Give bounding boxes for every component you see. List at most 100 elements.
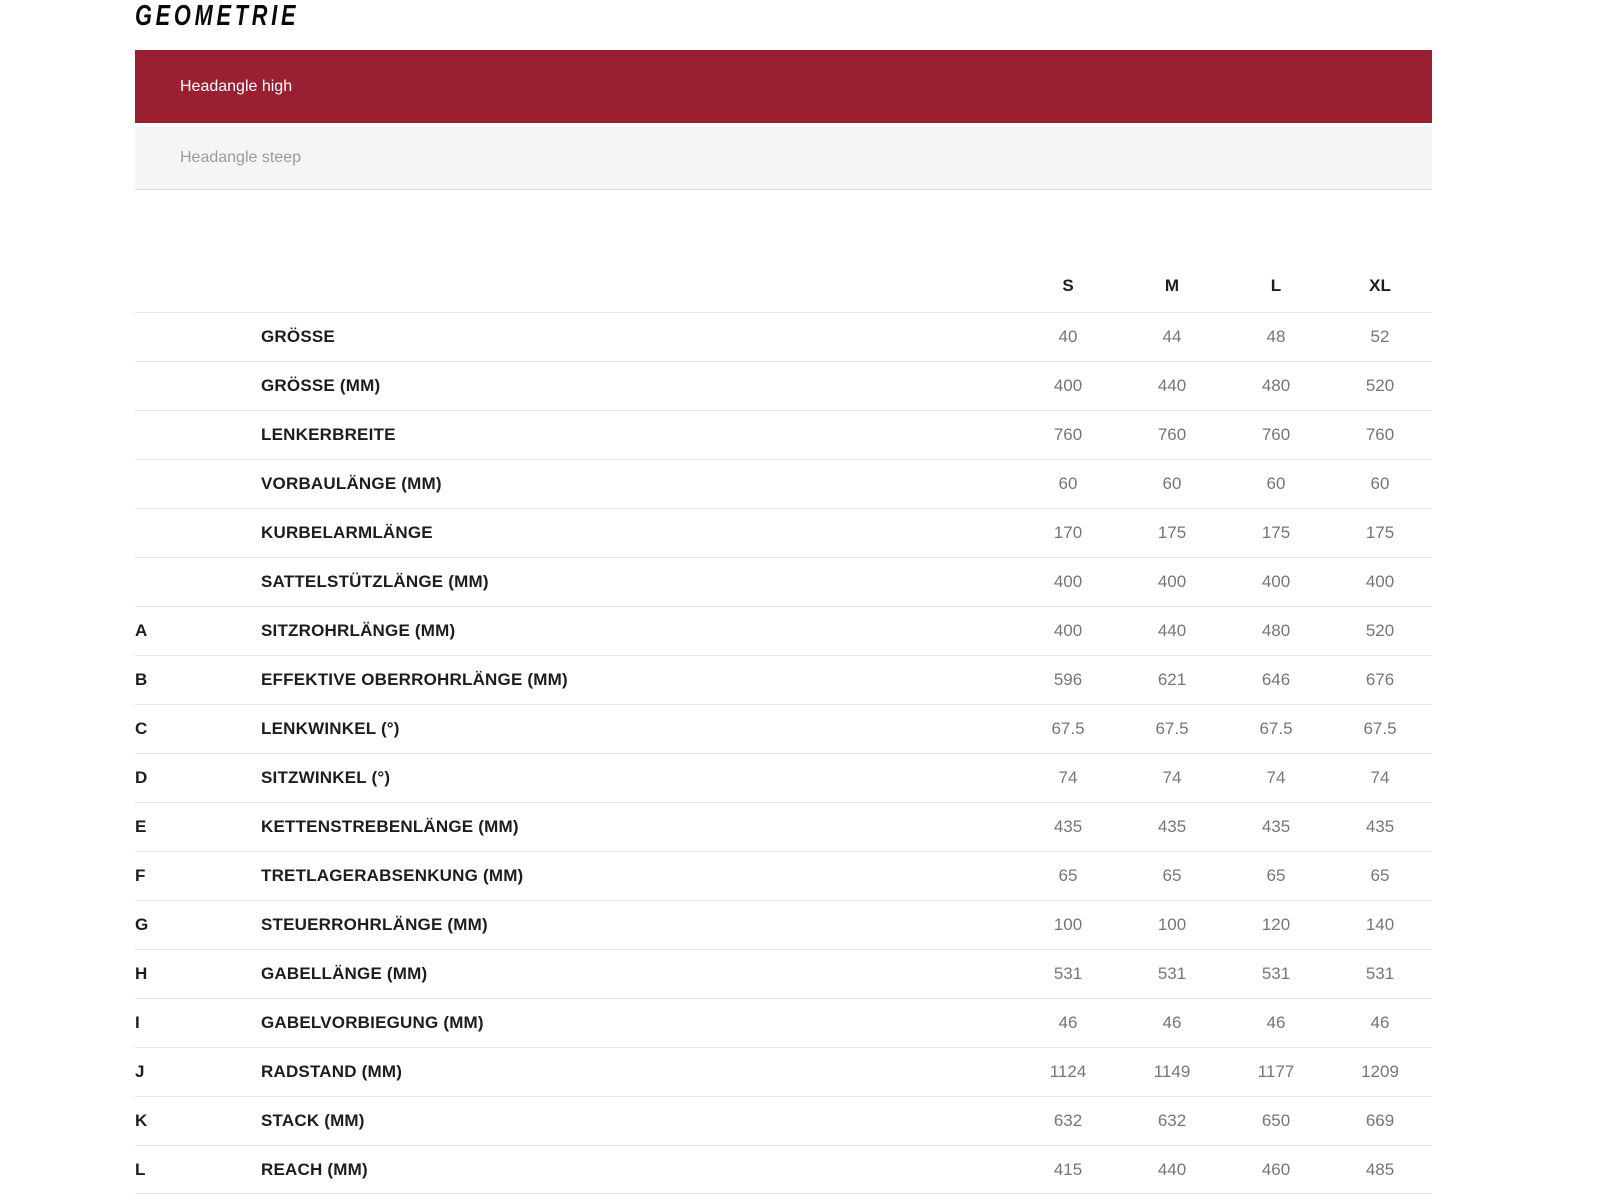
- row-value: 520: [1365, 621, 1395, 640]
- table-row: C LENKWINKEL (°) 67.5 67.5 67.5 67.5: [135, 704, 1432, 753]
- table-row: B EFFEKTIVE OBERROHRLÄNGE (MM) 596 621 6…: [135, 655, 1432, 704]
- row-label: GRÖSSE (MM): [261, 376, 381, 395]
- row-value: 65: [1266, 866, 1286, 885]
- row-value: 435: [1053, 817, 1083, 836]
- row-value: 460: [1261, 1159, 1291, 1179]
- row-value: 435: [1365, 817, 1395, 836]
- row-letter: E: [135, 817, 147, 836]
- row-value: 760: [1261, 425, 1291, 444]
- row-letter: G: [135, 915, 149, 934]
- table-row: G STEUERROHRLÄNGE (MM) 100 100 120 140: [135, 900, 1432, 949]
- row-value: 44: [1162, 327, 1182, 346]
- row-label: SATTELSTÜTZLÄNGE (MM): [261, 572, 489, 591]
- page-title: GEOMETRIE: [135, 0, 300, 32]
- row-value: 170: [1053, 523, 1083, 542]
- table-row: LENKERBREITE 760 760 760 760: [135, 410, 1432, 459]
- row-value: 650: [1261, 1111, 1291, 1130]
- row-value: 74: [1266, 768, 1286, 787]
- table-row: H GABELLÄNGE (MM) 531 531 531 531: [135, 949, 1432, 998]
- table-row: VORBAULÄNGE (MM) 60 60 60 60: [135, 459, 1432, 508]
- row-value: 65: [1370, 866, 1390, 885]
- row-label: GABELVORBIEGUNG (MM): [261, 1013, 484, 1032]
- row-value: 60: [1058, 474, 1078, 493]
- row-value: 65: [1162, 866, 1182, 885]
- row-value: 48: [1266, 327, 1286, 346]
- table-header-row: S M L XL: [135, 260, 1432, 312]
- row-value: 74: [1058, 768, 1078, 787]
- row-letter: A: [135, 621, 148, 640]
- column-header-s: S: [1062, 276, 1074, 295]
- row-value: 485: [1365, 1159, 1395, 1179]
- row-value: 46: [1266, 1013, 1286, 1032]
- row-value: 1209: [1361, 1062, 1399, 1081]
- geometry-table: S M L XL GRÖSSE 40 44 48 52 GRÖSSE (MM) …: [135, 260, 1432, 1194]
- row-value: 65: [1058, 866, 1078, 885]
- row-value: 440: [1157, 1159, 1187, 1179]
- row-value: 440: [1157, 621, 1187, 640]
- table-row: GRÖSSE 40 44 48 52: [135, 312, 1432, 361]
- row-value: 669: [1365, 1111, 1395, 1130]
- table-row: J RADSTAND (MM) 1124 1149 1177 1209: [135, 1047, 1432, 1096]
- tab-headangle-steep[interactable]: Headangle steep: [135, 127, 1432, 189]
- row-letter: C: [135, 719, 148, 738]
- row-value: 632: [1157, 1111, 1187, 1130]
- row-value: 175: [1157, 523, 1187, 542]
- headangle-tab-list: Headangle high Headangle steep: [135, 50, 1432, 190]
- row-value: 175: [1365, 523, 1395, 542]
- table-row: SATTELSTÜTZLÄNGE (MM) 400 400 400 400: [135, 557, 1432, 606]
- row-value: 621: [1157, 670, 1187, 689]
- row-value: 140: [1365, 915, 1395, 934]
- row-value: 67.5: [1259, 719, 1293, 738]
- row-label: VORBAULÄNGE (MM): [261, 474, 442, 493]
- row-value: 400: [1053, 572, 1083, 591]
- row-label: STACK (MM): [261, 1111, 365, 1130]
- row-value: 100: [1157, 915, 1187, 934]
- row-value: 760: [1053, 425, 1083, 444]
- table-row: GRÖSSE (MM) 400 440 480 520: [135, 361, 1432, 410]
- table-row: I GABELVORBIEGUNG (MM) 46 46 46 46: [135, 998, 1432, 1047]
- geometry-table-body: GRÖSSE 40 44 48 52 GRÖSSE (MM) 400 440 4…: [135, 312, 1432, 1194]
- table-row: E KETTENSTREBENLÄNGE (MM) 435 435 435 43…: [135, 802, 1432, 851]
- row-value: 400: [1157, 572, 1187, 591]
- row-value: 40: [1058, 327, 1078, 346]
- column-header-l: L: [1270, 276, 1282, 295]
- row-letter: D: [135, 768, 148, 787]
- row-label: EFFEKTIVE OBERROHRLÄNGE (MM): [261, 670, 568, 689]
- row-value: 760: [1157, 425, 1187, 444]
- row-letter: F: [135, 866, 146, 885]
- row-label: LENKWINKEL (°): [261, 719, 400, 738]
- row-label: KETTENSTREBENLÄNGE (MM): [261, 817, 519, 836]
- row-value: 415: [1053, 1159, 1083, 1179]
- row-value: 400: [1053, 376, 1083, 395]
- row-value: 531: [1365, 964, 1395, 983]
- row-value: 531: [1261, 964, 1291, 983]
- row-label: GRÖSSE: [261, 327, 335, 346]
- row-value: 60: [1370, 474, 1390, 493]
- row-value: 1177: [1257, 1062, 1295, 1081]
- table-row: D SITZWINKEL (°) 74 74 74 74: [135, 753, 1432, 802]
- row-value: 74: [1162, 768, 1182, 787]
- table-row: K STACK (MM) 632 632 650 669: [135, 1096, 1432, 1145]
- row-label: RADSTAND (MM): [261, 1062, 403, 1081]
- table-row: L REACH (MM) 415 440 460 485: [135, 1145, 1432, 1194]
- row-value: 520: [1365, 376, 1395, 395]
- row-label: GABELLÄNGE (MM): [261, 964, 428, 983]
- tab-headangle-steep-label: Headangle steep: [180, 149, 301, 166]
- row-value: 435: [1261, 817, 1291, 836]
- row-label: TRETLAGERABSENKUNG (MM): [261, 866, 524, 885]
- column-header-m: M: [1164, 276, 1180, 295]
- row-value: 67.5: [1363, 719, 1397, 738]
- row-letter: B: [135, 670, 148, 689]
- row-value: 400: [1053, 621, 1083, 640]
- table-row: KURBELARMLÄNGE 170 175 175 175: [135, 508, 1432, 557]
- row-value: 1149: [1153, 1062, 1191, 1081]
- row-letter: J: [135, 1062, 145, 1081]
- row-label: LENKERBREITE: [261, 425, 396, 444]
- row-value: 435: [1157, 817, 1187, 836]
- row-value: 60: [1266, 474, 1286, 493]
- row-value: 46: [1058, 1013, 1078, 1032]
- row-value: 440: [1157, 376, 1187, 395]
- row-value: 120: [1261, 915, 1291, 934]
- tab-headangle-high[interactable]: Headangle high: [135, 50, 1432, 123]
- row-letter: L: [135, 1159, 146, 1179]
